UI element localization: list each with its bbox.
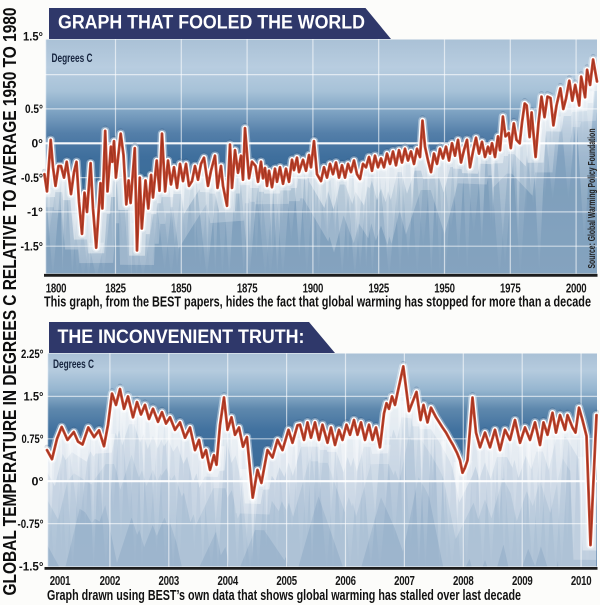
svg-text:2007: 2007 (394, 574, 415, 588)
svg-text:GRAPH THAT FOOLED THE WORLD: GRAPH THAT FOOLED THE WORLD (58, 12, 365, 34)
svg-text:-0.75°: -0.75° (18, 517, 44, 531)
svg-text:Degrees C: Degrees C (53, 359, 94, 371)
svg-text:1825: 1825 (105, 282, 126, 296)
svg-text:1925: 1925 (368, 282, 389, 296)
svg-text:1800: 1800 (46, 282, 67, 296)
svg-text:2008: 2008 (453, 574, 474, 588)
svg-text:-0.5°: -0.5° (21, 171, 43, 185)
svg-text:2004: 2004 (217, 574, 238, 588)
svg-text:1875: 1875 (237, 282, 258, 296)
svg-text:1900: 1900 (303, 282, 324, 296)
svg-text:-1.5°: -1.5° (19, 560, 44, 574)
svg-text:Degrees C: Degrees C (52, 53, 93, 65)
svg-text:0.5°: 0.5° (25, 102, 43, 116)
svg-text:Graph drawn using BEST’s own d: Graph drawn using BEST’s own data that s… (47, 588, 521, 604)
svg-text:GLOBAL TEMPERATURE IN DEGREES: GLOBAL TEMPERATURE IN DEGREES C RELATIVE… (0, 8, 20, 596)
svg-text:-1.5°: -1.5° (21, 239, 44, 253)
svg-text:1.5°: 1.5° (23, 30, 43, 44)
svg-text:2.25°: 2.25° (21, 347, 44, 361)
svg-text:2000: 2000 (566, 282, 587, 296)
svg-text:THE INCONVENIENT TRUTH:: THE INCONVENIENT TRUTH: (58, 326, 305, 348)
svg-text:1950: 1950 (434, 282, 455, 296)
svg-text:0°: 0° (32, 474, 44, 488)
svg-text:2006: 2006 (335, 574, 356, 588)
svg-text:2005: 2005 (276, 574, 297, 588)
svg-text:1975: 1975 (500, 282, 521, 296)
svg-text:0°: 0° (32, 137, 44, 151)
svg-text:2009: 2009 (512, 574, 533, 588)
svg-text:0.75°: 0.75° (22, 432, 44, 446)
svg-text:2010: 2010 (571, 574, 592, 588)
svg-text:2003: 2003 (159, 574, 180, 588)
svg-text:2002: 2002 (100, 574, 121, 588)
svg-text:-1°: -1° (27, 205, 43, 219)
svg-text:This graph, from the BEST pape: This graph, from the BEST papers, hides … (44, 294, 591, 310)
svg-text:1850: 1850 (171, 282, 192, 296)
svg-text:Source: Global Warming Policy: Source: Global Warming Policy Foundation (587, 129, 598, 269)
svg-text:2001: 2001 (50, 574, 71, 588)
svg-text:1.5°: 1.5° (24, 390, 44, 404)
